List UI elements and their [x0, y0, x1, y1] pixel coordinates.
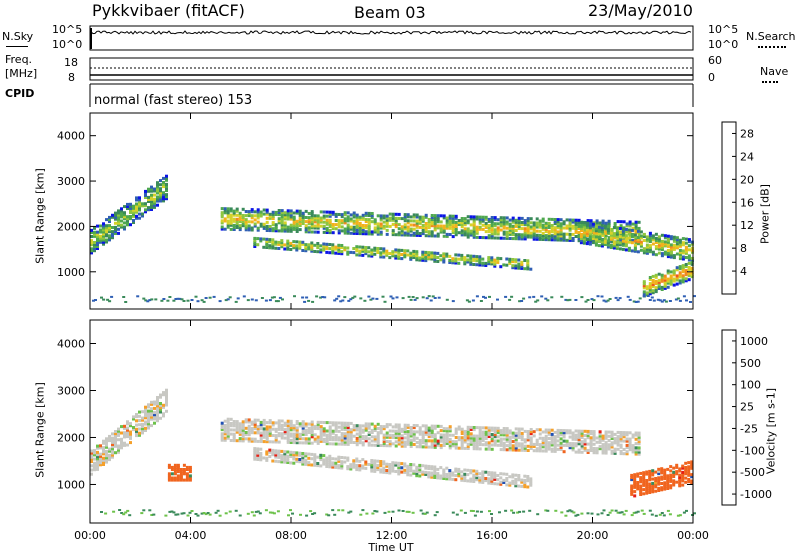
- echo-band-5: [642, 260, 694, 298]
- nsky-trace: [90, 28, 692, 49]
- echo-band-3: [253, 447, 533, 489]
- power-colorbar-tick-16: 16: [740, 196, 754, 209]
- nave-legend-line: [762, 81, 778, 83]
- velocity-colorbar-tick-4: 25: [740, 401, 754, 414]
- echo-band-1: [90, 388, 168, 476]
- echo-band-2: [220, 417, 641, 456]
- nsky-panel: [89, 25, 694, 51]
- power-colorbar-label: Power [dB]: [758, 184, 772, 244]
- nave-tick-low: 0: [708, 71, 715, 84]
- y-tick-label-3000: 3000: [57, 384, 85, 397]
- velocity-panel: 1000 2000 3000 4000 00:00 04:00 08:00 12:00 16:0…: [57, 319, 709, 542]
- power-colorbar-tick-4: 4: [740, 265, 747, 278]
- freq-label-2: [MHz]: [5, 67, 38, 80]
- velocity-colorbar: -1000 -500 -100 -25 25 100 500 1000: [721, 329, 772, 506]
- nave-tick-high: 60: [708, 54, 722, 67]
- beam-title: Beam 03: [354, 3, 426, 22]
- velocity-colorbar-tick-5: 100: [740, 379, 761, 392]
- velocity-colorbar-label: Velocity [m s-1]: [764, 387, 778, 475]
- echo-band-1: [90, 174, 168, 255]
- velocity-ylabel: Slant Range [km]: [33, 382, 47, 478]
- freq-panel: [89, 57, 694, 81]
- y-tick-label-1000: 1000: [57, 266, 85, 279]
- near-range-echoes: [100, 509, 696, 517]
- x-tick-label-2: 08:00: [275, 529, 307, 542]
- velocity-colorbar-tick-7: 1000: [740, 335, 768, 348]
- nsky-tick-low: 10^0: [52, 38, 83, 51]
- nsky-legend-line: [6, 46, 28, 47]
- nave-label: Nave: [760, 65, 789, 78]
- freq-tick-high: 18: [64, 56, 78, 69]
- echo-band-4: [579, 220, 694, 262]
- echo-band-4: [167, 463, 192, 482]
- time-xlabel: Time UT: [368, 541, 414, 554]
- velocity-colorbar-tick-0: -1000: [740, 488, 772, 501]
- y-tick-label-2000: 2000: [57, 220, 85, 233]
- plot-frame: [89, 112, 694, 310]
- power-panel: 1000 2000 3000 4000: [57, 112, 696, 310]
- nsearch-tick-high: 10^5: [708, 23, 739, 36]
- echo-band-2: [220, 207, 641, 245]
- freq-label-1: Freq.: [5, 53, 33, 66]
- nsearch-label: N.Search: [746, 30, 796, 43]
- near-range-echoes: [92, 295, 696, 303]
- power-colorbar-tick-8: 8: [740, 242, 747, 255]
- cpid-text: normal (fast stereo) 153: [94, 93, 253, 108]
- x-tick-label-5: 20:00: [577, 529, 609, 542]
- x-tick-label-4: 16:00: [476, 529, 508, 542]
- power-colorbar: 4 8 12 16 20 24 28: [721, 121, 754, 295]
- nsearch-legend-line: [758, 46, 786, 48]
- nsearch-tick-low: 10^0: [708, 38, 739, 51]
- x-tick-label-0: 00:00: [74, 529, 106, 542]
- power-ylabel: Slant Range [km]: [33, 168, 47, 264]
- y-tick-label-2000: 2000: [57, 431, 85, 444]
- station-title: Pykkvibaer (fitACF): [92, 1, 245, 20]
- freq-tick-low: 8: [68, 71, 75, 84]
- y-tick-label-4000: 4000: [57, 337, 85, 350]
- x-tick-label-3: 12:00: [376, 529, 408, 542]
- velocity-colorbar-frame: [721, 329, 737, 506]
- plot-frame: [89, 319, 694, 524]
- nsky-line: [90, 30, 692, 35]
- velocity-colorbar-tick-6: 500: [740, 357, 761, 370]
- power-colorbar-tick-24: 24: [740, 150, 754, 163]
- y-tick-label-3000: 3000: [57, 175, 85, 188]
- velocity-colorbar-tick-2: -100: [740, 444, 765, 457]
- x-tick-label-6: 00:00: [677, 529, 709, 542]
- velocity-colorbar-tick-1: -500: [740, 466, 765, 479]
- nsky-tick-high: 10^5: [52, 23, 83, 36]
- echo-band-3: [253, 236, 533, 271]
- y-tick-label-1000: 1000: [57, 478, 85, 491]
- power-colorbar-frame: [721, 121, 737, 295]
- date-title: 23/May/2010: [588, 1, 693, 20]
- echo-band-5: [630, 460, 694, 498]
- y-tick-label-4000: 4000: [57, 130, 85, 143]
- power-colorbar-tick-20: 20: [740, 173, 754, 186]
- power-colorbar-tick-12: 12: [740, 219, 754, 232]
- velocity-colorbar-tick-3: -25: [740, 422, 758, 435]
- power-colorbar-tick-28: 28: [740, 127, 754, 140]
- nsky-label: N.Sky: [2, 30, 34, 43]
- x-tick-label-1: 04:00: [175, 529, 207, 542]
- cpid-label: CPID: [5, 87, 35, 100]
